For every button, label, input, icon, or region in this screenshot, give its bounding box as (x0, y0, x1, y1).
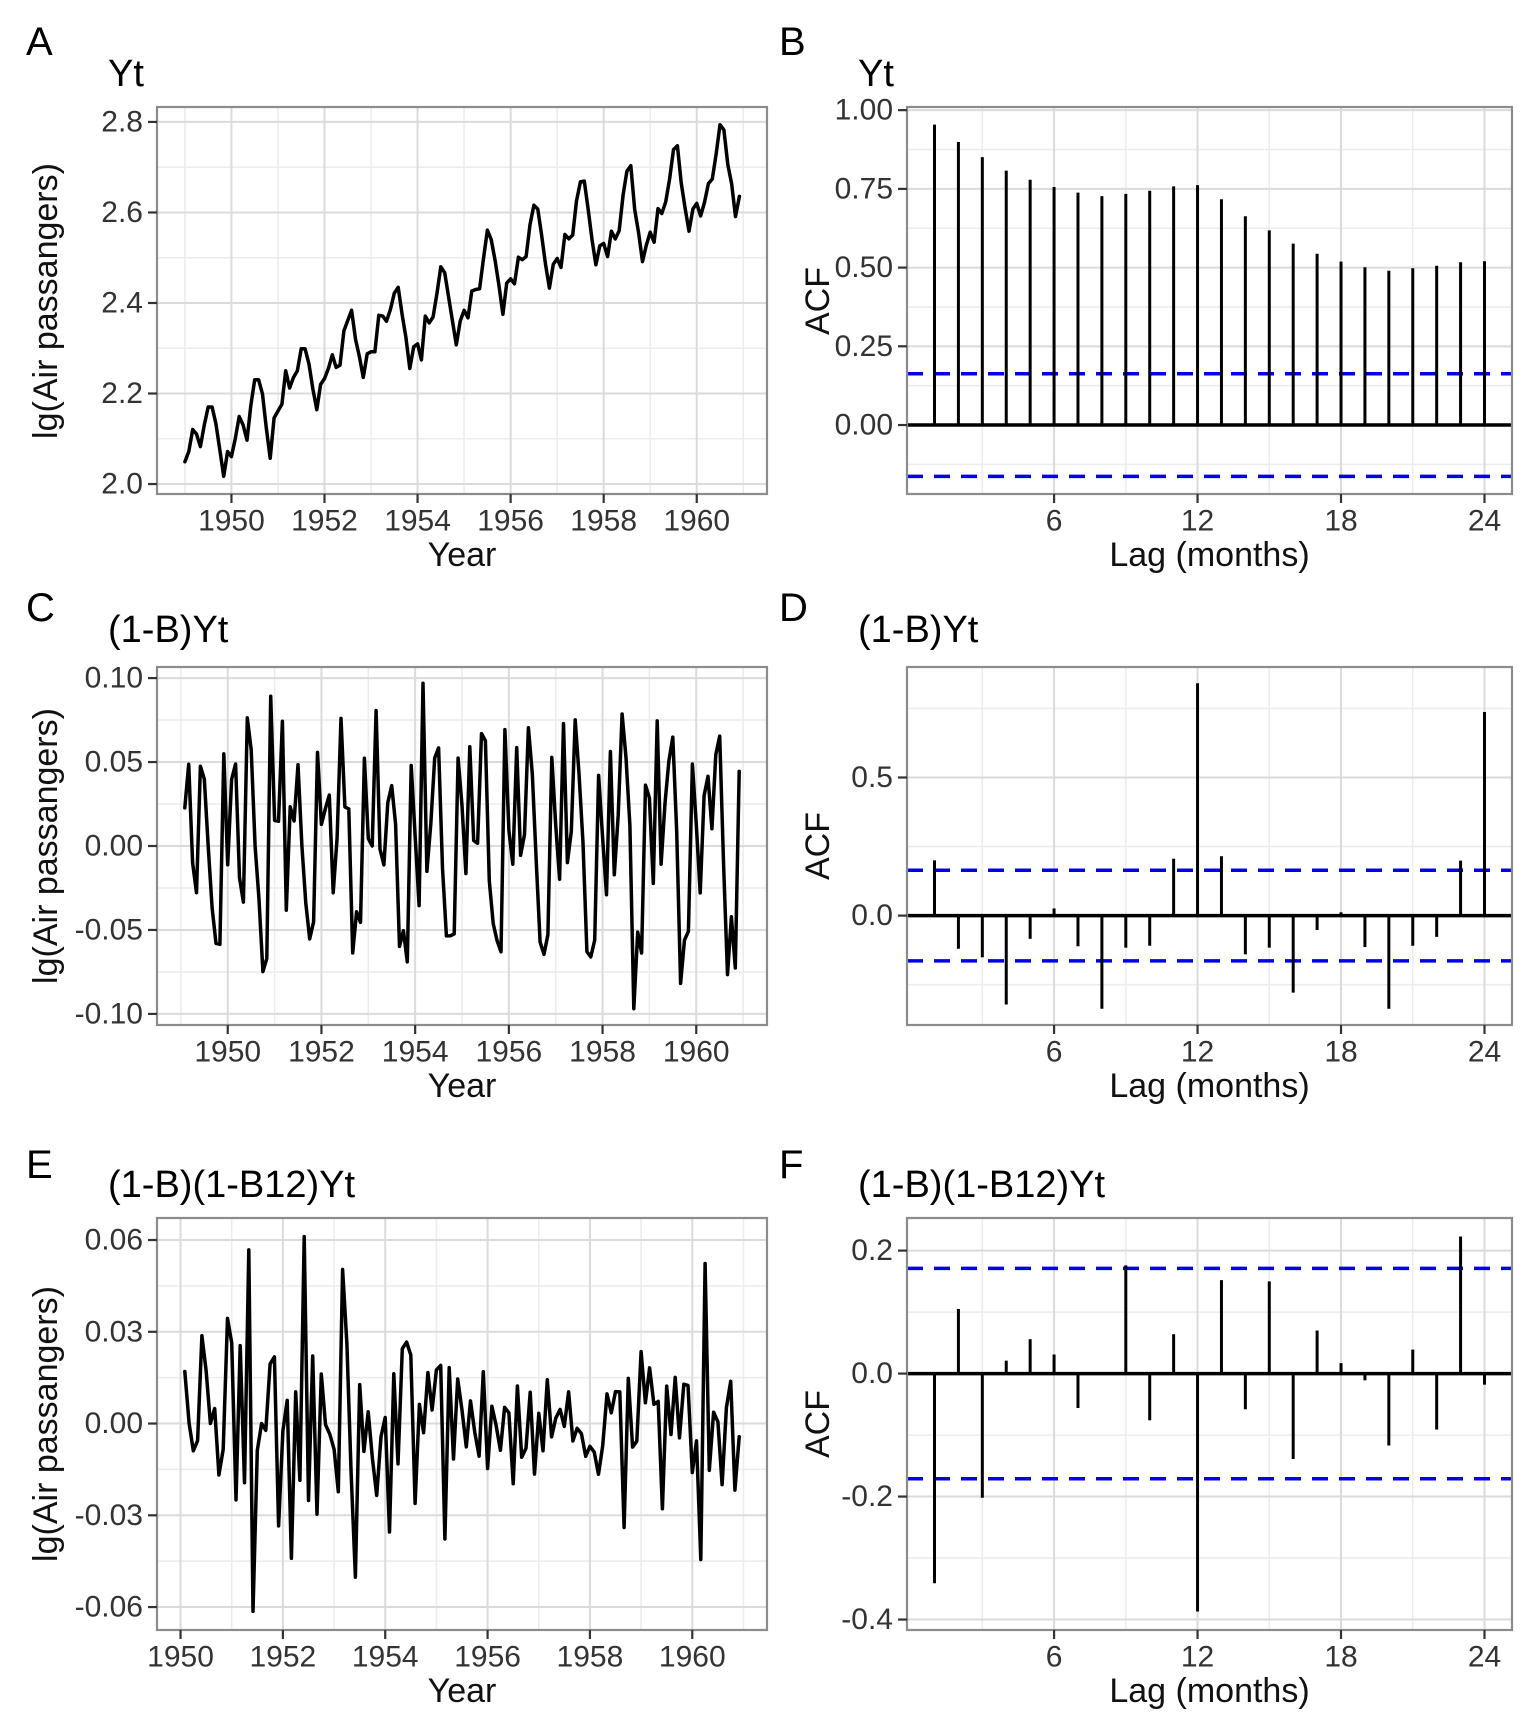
time-series-line (183, 681, 741, 1011)
panel-a-plot: 1950 1952 1954 1956 1958 1960 2.0 2.2 2.4 2.6 2.8 (101, 105, 769, 538)
panel-a-x-axis-label: Year (427, 536, 497, 574)
y-tick-label: 0.50 (835, 251, 893, 284)
panel-c-title: (1-B)Yt (108, 609, 229, 651)
y-tick-label: -0.05 (75, 913, 143, 946)
panel-f-letter: F (779, 1143, 804, 1187)
panel-c-plot: 1950 1952 1954 1956 1958 1960 -0.10 -0.05 0.00 0.… (75, 662, 769, 1069)
panel-f-x-axis-label: Lag (months) (1109, 1672, 1310, 1710)
y-tick-label: 0.5 (851, 761, 893, 794)
y-tick-label: 0.00 (835, 409, 893, 442)
y-tick-label: 1.00 (835, 94, 893, 127)
y-tick-label: 0.0 (851, 1357, 893, 1390)
panel-border (905, 1216, 1514, 1632)
x-tick-label: 1960 (663, 505, 730, 538)
panel-e-x-axis-label: Year (427, 1672, 497, 1710)
y-tick-label: 0.05 (85, 746, 143, 779)
time-series-line (183, 1234, 741, 1614)
x-tick-label: 12 (1181, 1036, 1214, 1069)
y-tick-label: -0.4 (841, 1603, 893, 1636)
x-tick-label: 1956 (454, 1641, 521, 1674)
y-tick-label: 2.0 (101, 468, 143, 501)
x-tick-label: 1954 (352, 1641, 419, 1674)
y-tick-label: 0.75 (835, 172, 893, 205)
y-tick-label: 2.2 (101, 377, 143, 410)
y-tick-label: 0.06 (85, 1224, 143, 1257)
x-tick-label: 1954 (384, 505, 451, 538)
panel-e-y-axis-label: lg(Air passangers) (27, 1286, 65, 1562)
time-series-line (183, 122, 742, 479)
x-tick-label: 24 (1468, 1036, 1501, 1069)
x-tick-label: 6 (1046, 1036, 1063, 1069)
x-tick-label: 12 (1181, 505, 1214, 538)
y-tick-label: 0.00 (85, 1407, 143, 1440)
x-tick-label: 1952 (291, 505, 358, 538)
y-tick-label: 2.6 (101, 196, 143, 229)
panel-d-letter: D (779, 586, 808, 630)
y-tick-label: -0.2 (841, 1480, 893, 1513)
panel-e-plot: 1950 1952 1954 1956 1958 1960 -0.06 -0.03 0.00 0.… (75, 1216, 769, 1674)
x-tick-label: 24 (1468, 1641, 1501, 1674)
x-tick-label: 6 (1046, 505, 1063, 538)
x-tick-label: 1960 (663, 1036, 730, 1069)
y-tick-label: 0.00 (85, 830, 143, 863)
y-tick-label: -0.10 (75, 997, 143, 1030)
y-tick-label: 2.4 (101, 286, 143, 319)
panel-f-y-axis-label: ACF (799, 1390, 837, 1458)
panel-b-title: Yt (858, 53, 894, 95)
x-tick-label: 6 (1046, 1641, 1063, 1674)
panel-b-plot: 6 12 18 24 0.00 0.25 0.50 0.75 1.00 (835, 94, 1514, 538)
panel-b-x-axis-label: Lag (months) (1109, 536, 1310, 574)
y-tick-label: 0.25 (835, 330, 893, 363)
panel-border (155, 105, 769, 496)
panel-c-y-axis-label: lg(Air passangers) (27, 708, 65, 984)
panel-a-title: Yt (108, 53, 144, 95)
y-tick-label: 2.8 (101, 105, 143, 138)
panel-a-y-axis-label: lg(Air passangers) (27, 162, 65, 439)
y-tick-label: 0.03 (85, 1315, 143, 1348)
panel-c-letter: C (26, 586, 55, 630)
panel-f-plot: 6 12 18 24 -0.4 -0.2 0.0 0.2 (841, 1216, 1514, 1674)
x-tick-label: 1952 (250, 1641, 317, 1674)
x-tick-label: 1950 (198, 505, 265, 538)
x-tick-label: 24 (1468, 505, 1501, 538)
x-tick-label: 1956 (477, 505, 544, 538)
panel-d-plot: 6 12 18 24 0.0 0.5 (851, 665, 1514, 1069)
x-tick-label: 1950 (147, 1641, 214, 1674)
panel-b-letter: B (779, 20, 806, 64)
y-tick-label: 0.0 (851, 899, 893, 932)
x-tick-label: 18 (1324, 1641, 1357, 1674)
panel-border (905, 105, 1514, 496)
x-tick-label: 1950 (194, 1036, 261, 1069)
panel-a-letter: A (26, 20, 53, 64)
panel-c-x-axis-label: Year (427, 1067, 497, 1105)
x-tick-label: 1958 (570, 505, 637, 538)
x-tick-label: 1956 (475, 1036, 542, 1069)
x-tick-label: 1954 (382, 1036, 449, 1069)
y-tick-label: -0.06 (75, 1591, 143, 1624)
x-tick-label: 1958 (557, 1641, 624, 1674)
x-tick-label: 12 (1181, 1641, 1214, 1674)
x-tick-label: 18 (1324, 1036, 1357, 1069)
panel-d-title: (1-B)Yt (858, 609, 979, 651)
x-tick-label: 1952 (288, 1036, 355, 1069)
x-tick-label: 1958 (569, 1036, 636, 1069)
panel-e-title: (1-B)(1-B12)Yt (108, 1164, 356, 1206)
panel-border (905, 665, 1514, 1027)
panel-b-y-axis-label: ACF (799, 266, 837, 335)
panel-d-y-axis-label: ACF (799, 812, 837, 880)
panel-e-letter: E (26, 1143, 53, 1187)
x-tick-label: 18 (1324, 505, 1357, 538)
y-tick-label: -0.03 (75, 1499, 143, 1532)
y-tick-label: 0.10 (85, 662, 143, 695)
panel-f-title: (1-B)(1-B12)Yt (858, 1164, 1106, 1206)
x-tick-label: 1960 (659, 1641, 726, 1674)
panel-d-x-axis-label: Lag (months) (1109, 1067, 1310, 1105)
y-tick-label: 0.2 (851, 1234, 893, 1267)
